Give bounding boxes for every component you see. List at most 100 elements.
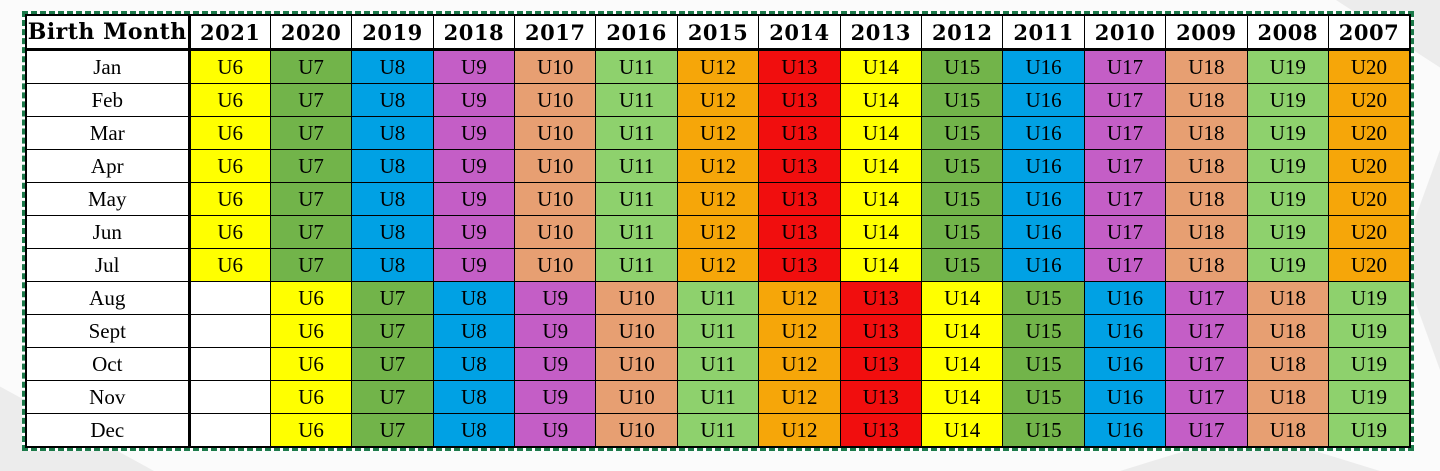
age-cell: U7: [269, 215, 353, 249]
age-cell: U10: [514, 116, 597, 150]
age-cell: U17: [1083, 182, 1167, 216]
age-cell: U18: [1246, 413, 1329, 448]
age-cell: U11: [595, 215, 678, 249]
age-cell: U12: [758, 314, 841, 348]
year-header: 2016: [595, 14, 678, 51]
age-cell: U19: [1246, 116, 1329, 150]
year-header: 2012: [921, 14, 1004, 51]
age-cell: U20: [1327, 116, 1411, 150]
age-cell: U8: [432, 413, 516, 448]
age-cell: U15: [1002, 281, 1085, 315]
table-row: Apr U6 U7 U8 U9 U10 U11 U12 U13 U14 U15 U16 U17 U18 U1…: [25, 149, 1411, 183]
age-cell: U15: [921, 116, 1004, 150]
empty-cell: [188, 380, 271, 414]
age-cell: U7: [269, 182, 353, 216]
age-group-table-dashed-border: Birth Month 2021 2020 2019 2018 2017 2016 2015 2…: [22, 11, 1414, 451]
month-label: Jun: [25, 215, 191, 249]
age-cell: U12: [676, 149, 760, 183]
header-row: Birth Month 2021 2020 2019 2018 2017 2016 2015 2…: [25, 14, 1411, 51]
age-cell: U10: [595, 347, 678, 381]
age-cell: U8: [351, 149, 434, 183]
age-cell: U12: [676, 248, 760, 282]
age-cell: U13: [839, 347, 923, 381]
age-cell: U20: [1327, 49, 1411, 84]
age-cell: U15: [921, 215, 1004, 249]
age-cell: U17: [1083, 215, 1167, 249]
age-cell: U13: [839, 380, 923, 414]
age-cell: U16: [1083, 281, 1167, 315]
age-cell: U6: [188, 49, 271, 84]
age-cell: U15: [921, 248, 1004, 282]
age-cell: U19: [1246, 248, 1329, 282]
age-cell: U8: [432, 380, 516, 414]
age-cell: U18: [1246, 281, 1329, 315]
age-cell: U17: [1165, 281, 1248, 315]
age-cell: U12: [676, 182, 760, 216]
month-label: Apr: [25, 149, 191, 183]
age-cell: U11: [676, 281, 760, 315]
age-cell: U14: [839, 49, 923, 84]
age-cell: U9: [432, 215, 516, 249]
age-cell: U12: [676, 83, 760, 117]
age-cell: U10: [595, 380, 678, 414]
month-label: Oct: [25, 347, 191, 381]
age-cell: U13: [758, 149, 841, 183]
empty-cell: [188, 314, 271, 348]
age-cell: U7: [351, 314, 434, 348]
table-row: Oct U6 U7 U8 U9 U10 U11 U12 U13 U14 U15 U16 U17 U18 U1…: [25, 347, 1411, 381]
age-cell: U9: [514, 413, 597, 448]
age-cell: U8: [351, 248, 434, 282]
age-cell: U8: [351, 215, 434, 249]
age-cell: U13: [839, 413, 923, 448]
age-cell: U18: [1165, 149, 1248, 183]
age-cell: U14: [921, 314, 1004, 348]
age-cell: U16: [1083, 413, 1167, 448]
age-cell: U20: [1327, 182, 1411, 216]
age-cell: U6: [269, 281, 353, 315]
age-cell: U15: [1002, 380, 1085, 414]
age-cell: U17: [1165, 380, 1248, 414]
table-row: Jun U6 U7 U8 U9 U10 U11 U12 U13 U14 U15 U16 U17 U18 U1…: [25, 215, 1411, 249]
age-cell: U16: [1002, 116, 1085, 150]
age-cell: U7: [351, 347, 434, 381]
age-cell: U14: [839, 248, 923, 282]
age-cell: U7: [351, 281, 434, 315]
year-header: 2019: [351, 14, 434, 51]
age-cell: U19: [1327, 314, 1411, 348]
age-cell: U11: [595, 83, 678, 117]
age-cell: U14: [921, 281, 1004, 315]
age-cell: U12: [758, 347, 841, 381]
age-cell: U19: [1246, 149, 1329, 183]
table-row: Dec U6 U7 U8 U9 U10 U11 U12 U13 U14 U15 U16 U17 U18 U1…: [25, 413, 1411, 448]
age-cell: U6: [269, 380, 353, 414]
age-cell: U10: [514, 248, 597, 282]
age-cell: U12: [676, 116, 760, 150]
age-cell: U13: [758, 116, 841, 150]
age-cell: U9: [432, 149, 516, 183]
age-cell: U9: [432, 83, 516, 117]
age-cell: U11: [595, 149, 678, 183]
year-header: 2011: [1002, 14, 1085, 51]
age-cell: U19: [1327, 281, 1411, 315]
age-cell: U6: [188, 83, 271, 117]
age-cell: U13: [758, 182, 841, 216]
age-cell: U19: [1246, 215, 1329, 249]
age-cell: U10: [595, 314, 678, 348]
age-cell: U6: [188, 149, 271, 183]
age-cell: U6: [269, 314, 353, 348]
age-cell: U15: [1002, 347, 1085, 381]
age-cell: U15: [921, 182, 1004, 216]
age-cell: U16: [1083, 314, 1167, 348]
age-cell: U6: [188, 215, 271, 249]
age-cell: U16: [1002, 215, 1085, 249]
age-cell: U13: [839, 281, 923, 315]
age-cell: U19: [1327, 413, 1411, 448]
age-cell: U19: [1246, 49, 1329, 84]
year-header: 2018: [432, 14, 516, 51]
age-cell: U9: [514, 314, 597, 348]
month-label: Dec: [25, 413, 191, 448]
age-cell: U14: [839, 116, 923, 150]
age-cell: U16: [1002, 248, 1085, 282]
year-header: 2009: [1165, 14, 1248, 51]
age-cell: U18: [1165, 83, 1248, 117]
